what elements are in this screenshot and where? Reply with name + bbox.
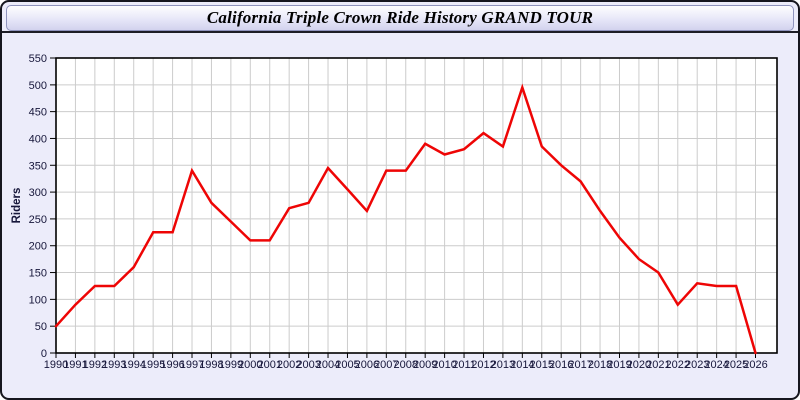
y-tick-label: 200: [29, 241, 47, 253]
plot-background: [56, 58, 777, 353]
x-tick-label: 2016: [549, 359, 573, 371]
x-tick-label: 2005: [335, 359, 359, 371]
y-tick-label: 0: [41, 348, 47, 360]
x-tick-label: 2024: [704, 359, 728, 371]
x-tick-label: 1994: [121, 359, 145, 371]
y-tick-label: 100: [29, 294, 47, 306]
x-tick-label: 2018: [588, 359, 612, 371]
x-tick-label: 2026: [743, 359, 767, 371]
y-tick-label: 400: [29, 133, 47, 145]
x-tick-label: 2001: [257, 359, 281, 371]
y-tick-label: 300: [29, 187, 47, 199]
x-tick-label: 2017: [568, 359, 592, 371]
y-tick-label: 350: [29, 160, 47, 172]
x-tick-label: 1993: [102, 359, 126, 371]
x-tick-label: 2015: [530, 359, 554, 371]
y-tick-label: 500: [29, 80, 47, 92]
x-tick-label: 2013: [491, 359, 515, 371]
x-tick-label: 2009: [413, 359, 437, 371]
x-tick-label: 2006: [355, 359, 379, 371]
x-tick-label: 2023: [685, 359, 709, 371]
x-tick-label: 2012: [471, 359, 495, 371]
riders-data-line: [54, 83, 757, 355]
y-axis-title: Riders: [11, 188, 23, 224]
x-tick-label: 2002: [277, 359, 301, 371]
x-tick-label: 2011: [452, 359, 476, 371]
x-tick-label: 2022: [666, 359, 690, 371]
x-tick-label: 2020: [627, 359, 651, 371]
x-tick-label: 1995: [141, 359, 165, 371]
x-tick-label: 2004: [316, 359, 340, 371]
x-tick-label: 2019: [607, 359, 631, 371]
y-tick-label: 50: [35, 321, 47, 333]
x-tick-label: 1999: [219, 359, 243, 371]
plot-border: [55, 57, 778, 354]
x-tick-label: 2014: [510, 359, 534, 371]
x-tick-label: 1998: [199, 359, 223, 371]
x-tick-label: 1996: [160, 359, 184, 371]
x-tick-label: 2021: [646, 359, 670, 371]
x-tick-label: 2008: [394, 359, 418, 371]
chart-title: California Triple Crown Ride History GRA…: [206, 8, 594, 27]
y-tick-label: 550: [29, 53, 47, 65]
x-tick-label: 1992: [83, 359, 107, 371]
y-tick-label: 150: [29, 268, 47, 280]
y-tick-label: 250: [29, 214, 47, 226]
x-tick-label: 1997: [180, 359, 204, 371]
title-strip: California Triple Crown Ride History GRA…: [2, 2, 798, 33]
y-tick-label: 450: [29, 107, 47, 119]
x-tick-label: 2003: [296, 359, 320, 371]
title-bar: California Triple Crown Ride History GRA…: [6, 5, 794, 31]
x-tick-label: 2025: [724, 359, 748, 371]
x-tick-label: 2010: [432, 359, 456, 371]
x-tick-label: 1990: [44, 359, 68, 371]
x-tick-label: 1991: [63, 359, 87, 371]
x-tick-label: 2000: [238, 359, 262, 371]
x-tick-label: 2007: [374, 359, 398, 371]
